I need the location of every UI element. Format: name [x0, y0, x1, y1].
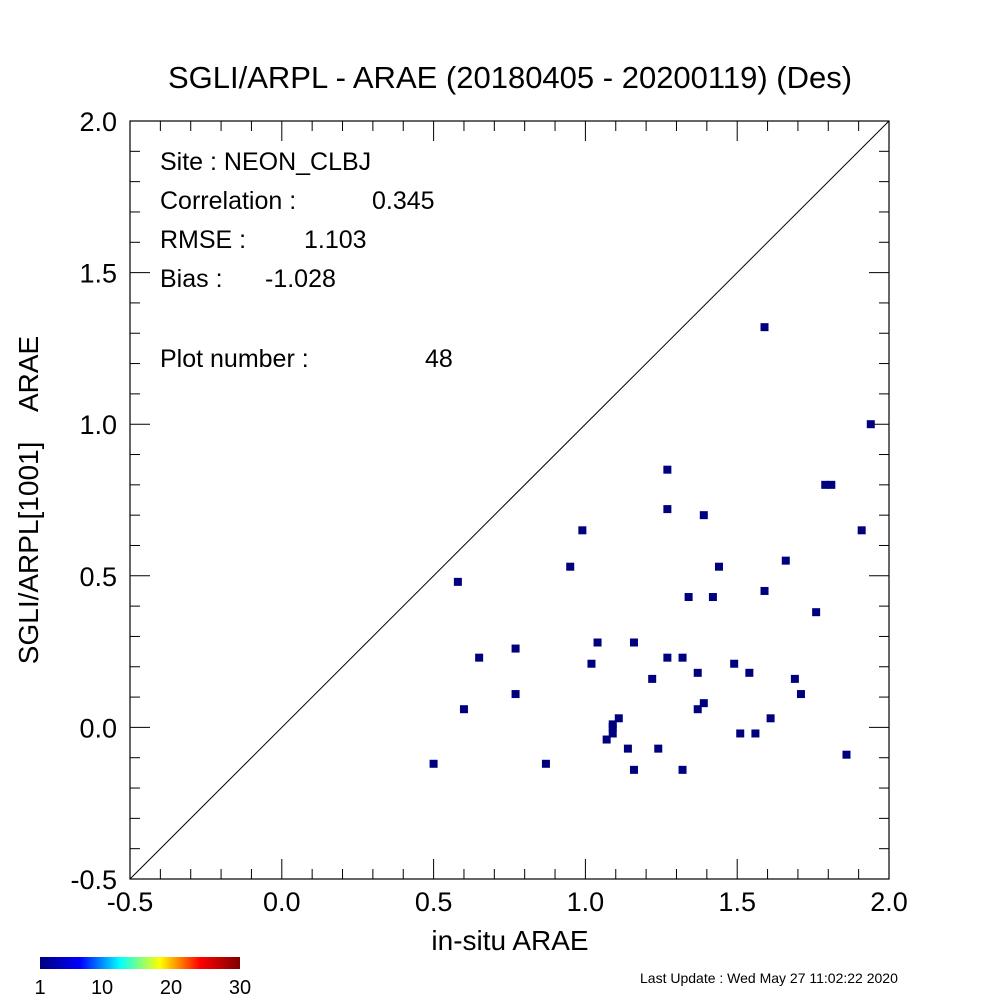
y-axis-title: SGLI/ARPL[1001] ARAE — [13, 336, 44, 664]
plot-number-value: 48 — [425, 345, 453, 373]
x-tick-label: 2.0 — [870, 887, 908, 917]
data-point — [608, 729, 617, 738]
data-point — [663, 465, 672, 474]
data-point — [760, 323, 769, 332]
data-point — [708, 593, 717, 602]
y-tick-label: 1.5 — [79, 259, 117, 289]
y-tick-label: 0.0 — [79, 713, 117, 743]
x-tick-label: 0.0 — [263, 887, 301, 917]
plot-frame — [129, 120, 890, 880]
data-point — [654, 744, 663, 753]
data-point — [678, 765, 687, 774]
data-point — [587, 659, 596, 668]
x-tick-label: 0.5 — [415, 887, 453, 917]
data-point — [578, 526, 587, 535]
data-point — [821, 480, 830, 489]
data-point — [629, 765, 638, 774]
data-point — [511, 690, 520, 699]
y-tick-label: 1.0 — [79, 410, 117, 440]
rmse-label: RMSE : — [160, 226, 246, 254]
x-tick-label: 1.5 — [718, 887, 756, 917]
data-point — [475, 653, 484, 662]
data-point — [608, 723, 617, 732]
data-point — [827, 480, 836, 489]
data-point — [730, 659, 739, 668]
data-point — [736, 729, 745, 738]
y-tick-label: 0.5 — [79, 562, 117, 592]
data-point — [453, 577, 462, 586]
data-point — [766, 714, 775, 723]
x-tick-label: 1.0 — [567, 887, 605, 917]
data-point — [781, 556, 790, 565]
data-point — [812, 608, 821, 617]
data-point — [693, 705, 702, 714]
rmse-value: 1.103 — [304, 226, 367, 254]
data-point — [699, 511, 708, 520]
plot-number-label: Plot number : — [160, 345, 309, 373]
colorbar-label: 10 — [91, 977, 113, 999]
data-point — [602, 735, 611, 744]
last-update: Last Update : Wed May 27 11:02:22 2020 — [640, 970, 898, 986]
data-point — [745, 668, 754, 677]
colorbar-label: 30 — [229, 977, 251, 999]
data-points — [429, 323, 875, 774]
colorbar — [40, 957, 240, 969]
correlation-label: Correlation : — [160, 187, 296, 215]
data-point — [857, 526, 866, 535]
data-point — [663, 505, 672, 514]
data-point — [693, 668, 702, 677]
data-point — [648, 674, 657, 683]
data-point — [593, 638, 602, 647]
x-tick-label: -0.5 — [107, 887, 154, 917]
y-tick-label: -0.5 — [70, 865, 117, 895]
axis-tick-labels: -0.5-0.5 0.0 0.0 0.5 0.5 1.0 1.0 1.5 1.5 2.0 2.0 — [70, 107, 907, 917]
bias-value: -1.028 — [265, 265, 336, 293]
colorbar-label: 20 — [160, 977, 182, 999]
x-axis-title: in-situ ARAE — [431, 925, 588, 956]
colorbar-label: 1 — [34, 977, 45, 999]
data-point — [842, 750, 851, 759]
data-point — [429, 759, 438, 768]
data-point — [541, 759, 550, 768]
data-point — [796, 690, 805, 699]
data-point — [663, 653, 672, 662]
data-point — [866, 420, 875, 429]
data-point — [699, 699, 708, 708]
bias-label: Bias : — [160, 265, 223, 293]
data-point — [714, 562, 723, 571]
data-point — [790, 674, 799, 683]
data-point — [459, 705, 468, 714]
colorbar-labels: 1 10 20 30 — [34, 977, 251, 999]
data-point — [760, 586, 769, 595]
chart-title: SGLI/ARPL - ARAE (20180405 - 20200119) (… — [168, 60, 852, 95]
data-point — [566, 562, 575, 571]
y-tick-label: 2.0 — [79, 107, 117, 137]
data-point — [614, 714, 623, 723]
one-to-one-line — [129, 120, 890, 880]
correlation-value: 0.345 — [372, 187, 435, 215]
data-point — [751, 729, 760, 738]
data-point — [684, 593, 693, 602]
data-point — [511, 644, 520, 653]
data-point — [678, 653, 687, 662]
data-point — [629, 638, 638, 647]
data-point — [623, 744, 632, 753]
site-label: Site : NEON_CLBJ — [160, 148, 371, 176]
